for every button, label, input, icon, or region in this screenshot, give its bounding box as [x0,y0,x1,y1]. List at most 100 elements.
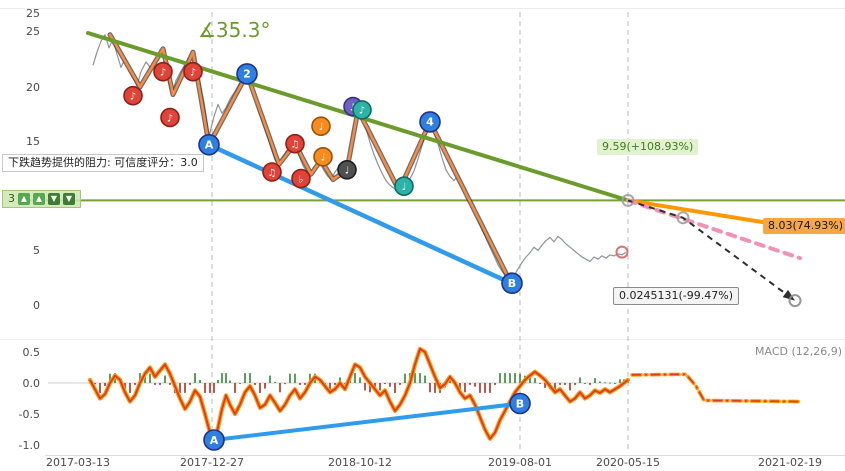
dropdown-caret-icon[interactable]: ▼ [48,193,60,205]
point-ring[interactable] [788,294,802,308]
marker-glyph: ♫ [268,168,277,179]
price-target-mid-label: 8.03(74.93%) [763,218,845,234]
point-ring[interactable] [676,211,690,225]
dropdown-caret-icon[interactable]: ▼ [63,193,75,205]
macd-y-tick-label: -0.5 [19,408,40,421]
macd-histogram-bar [519,373,521,383]
macd-histogram-bar [334,383,336,385]
point-ring[interactable] [615,245,629,259]
y-tick-label: 20 [26,81,40,94]
macd-histogram-bar [249,373,251,383]
marker-glyph: ♫ [291,140,300,151]
macd-projection-core [631,373,801,403]
macd-histogram-bar [339,377,341,383]
macd-y-tick-label: 0.5 [23,346,41,359]
wave-note-marker[interactable] [183,61,203,82]
macd-histogram-bar [544,383,546,388]
macd-histogram-bar [574,383,576,385]
macd-histogram-bar [419,373,421,383]
y-tick-label: 0 [33,299,40,312]
wave-note-marker[interactable] [285,133,305,154]
price-target-up-label: 9.59(+108.93%) [597,139,699,155]
macd-histogram-bar [559,383,561,385]
macd-histogram-bar [584,383,586,384]
macd-ab-line[interactable] [212,401,522,442]
marker-glyph: A [210,434,219,447]
macd-histogram-bar [384,383,386,384]
wave-point-label[interactable] [509,392,531,415]
marker-glyph: A [205,139,214,152]
macd-histogram-bar [434,383,436,393]
macd-histogram-bar [619,379,621,383]
macd-y-tick-label: 0.0 [23,377,41,390]
macd-histogram-bar [499,373,501,383]
marker-glyph: 4 [426,116,434,129]
macd-histogram-bar [359,377,361,383]
macd-histogram-bar [269,375,271,383]
macd-histogram-bar [284,383,286,385]
wave-point-label[interactable] [419,111,441,133]
wave-note-marker[interactable] [153,61,173,82]
macd-histogram-bar [179,383,181,393]
macd-histogram-bar [459,383,461,393]
wave-note-marker[interactable] [262,162,282,182]
macd-histogram-bar [139,373,141,383]
wave-note-marker[interactable] [352,100,372,120]
projection-pink-line[interactable] [626,198,802,261]
wave-point-label[interactable] [236,63,258,85]
macd-histogram-bar [494,383,496,385]
projection-orange-line[interactable] [626,198,765,225]
macd-histogram-bar [104,383,106,386]
projection-black-line[interactable] [627,199,796,302]
wave-note-marker[interactable] [313,147,333,167]
marker-glyph: 2 [243,68,251,81]
wave-note-marker[interactable] [337,160,357,180]
macd-histogram-bar [199,380,201,383]
wave-point-label[interactable] [203,429,225,451]
marker-glyph: ♪ [190,68,196,79]
ab-trendline[interactable] [206,142,514,286]
trend-toggle-icon[interactable]: ▲ [33,193,45,205]
macd-histogram-bar [164,375,166,383]
confidence-score-panel[interactable]: 3 ▲ ▲ ▼ ▼ [2,190,81,208]
wave-note-marker[interactable] [394,176,414,196]
macd-histogram-bar [254,383,256,385]
wave-note-marker[interactable] [311,116,331,136]
macd-histogram-bar [159,383,161,385]
macd-line-outer[interactable] [87,346,631,448]
y-tick-label: 25 [26,7,40,20]
macd-histogram-bar [169,383,171,385]
wave-point-label[interactable] [198,134,220,156]
y-tick-label: 15 [26,135,40,148]
macd-histogram-bar [604,382,606,384]
wave-note-marker[interactable] [291,168,311,189]
macd-histogram-bar [594,378,596,383]
macd-histogram-bar [414,373,416,383]
point-ring[interactable] [621,193,635,207]
x-tick-label: 2020-05-15 [596,456,660,469]
macd-histogram-bar [294,373,296,383]
wave-point-label[interactable] [501,272,523,295]
macd-histogram-bar [504,373,506,383]
wave-note-marker[interactable] [160,107,180,128]
macd-histogram-bar [154,383,156,385]
wave-note-marker[interactable] [123,85,143,106]
macd-histogram-bar [534,378,536,383]
macd-histogram-bar [194,373,196,383]
trendline-angle-label: ∡35.3° [198,18,271,42]
macd-histogram-bar [554,383,556,391]
x-tick-label: 2018-10-12 [328,456,392,469]
macd-histogram-bar [609,382,611,384]
macd-histogram-bar [379,383,381,391]
macd-histogram-bar [279,383,281,393]
x-tick-label: 2017-12-27 [180,456,244,469]
macd-histogram-bar [94,383,96,385]
wave-toggle-icon[interactable]: ▲ [18,193,30,205]
macd-histogram-bar [217,380,219,383]
marker-glyph: ♪ [359,106,365,117]
macd-histogram-bar [569,383,571,391]
macd-histogram-bar [389,383,391,387]
macd-histogram-bar [589,383,591,385]
macd-histogram-bar [514,373,516,383]
